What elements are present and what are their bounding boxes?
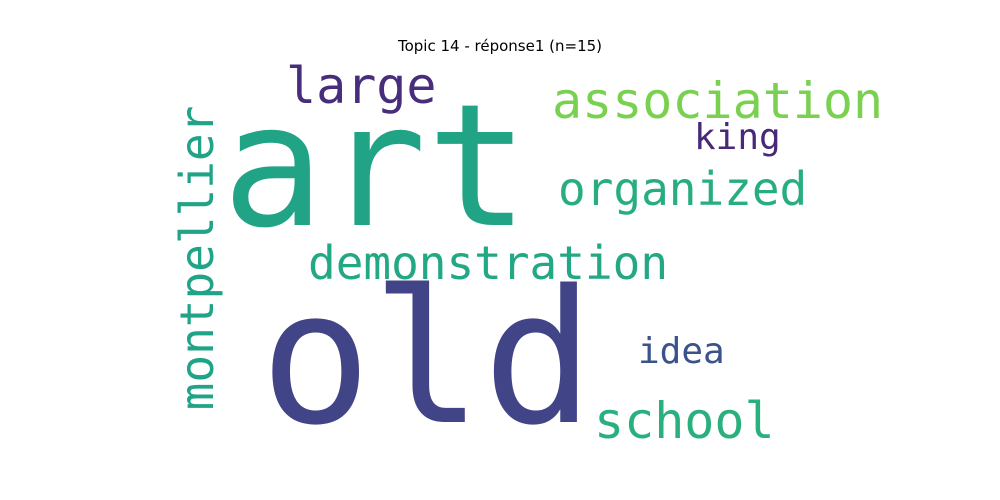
word-association: association bbox=[552, 72, 884, 130]
word-king: king bbox=[694, 117, 781, 158]
figure-title: Topic 14 - réponse1 (n=15) bbox=[397, 37, 603, 55]
word-idea: idea bbox=[638, 331, 725, 372]
word-cloud-canvas bbox=[160, 65, 900, 440]
word-organized: organized bbox=[558, 162, 808, 216]
word-demonstration: demonstration bbox=[308, 236, 669, 290]
word-art: art bbox=[222, 68, 530, 266]
word-school: school bbox=[594, 392, 775, 450]
word-old: old bbox=[260, 250, 595, 466]
word-montpellier: montpellier bbox=[170, 105, 224, 411]
word-large: large bbox=[286, 57, 437, 115]
